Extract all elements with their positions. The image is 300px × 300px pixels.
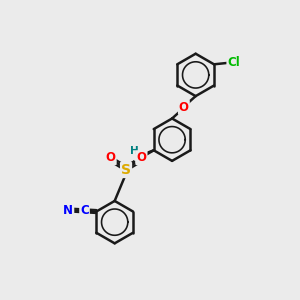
Text: Cl: Cl [227, 56, 240, 69]
Text: N: N [63, 204, 73, 217]
Text: C: C [80, 204, 89, 217]
Text: H: H [135, 150, 144, 160]
Text: N: N [136, 150, 146, 163]
Text: H: H [130, 146, 139, 157]
Text: O: O [179, 101, 189, 114]
Text: H: H [135, 150, 144, 160]
Text: O: O [106, 151, 116, 164]
Text: S: S [121, 163, 131, 177]
Text: O: O [136, 151, 146, 164]
